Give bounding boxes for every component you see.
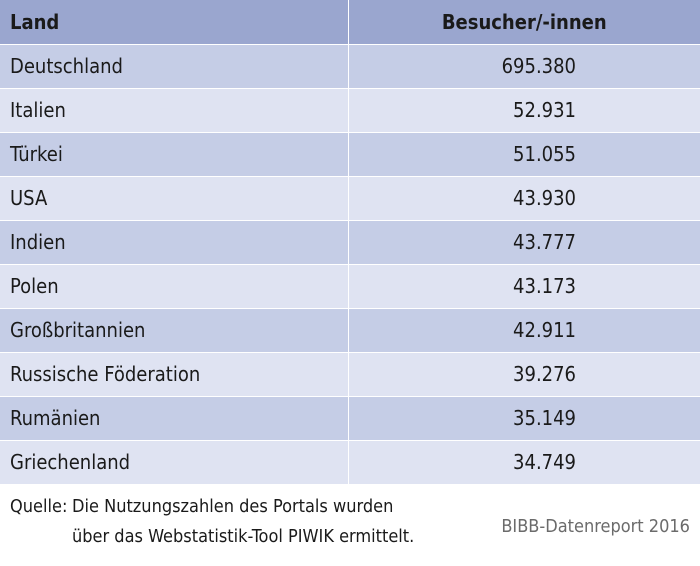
column-header-land: Land: [0, 0, 349, 45]
cell-visitors: 43.930: [348, 176, 700, 221]
cell-visitors: 39.276: [348, 352, 700, 397]
table-row: Polen 43.173: [0, 264, 700, 309]
table-footer: Quelle: Die Nutzungszahlen des Portals w…: [0, 486, 700, 566]
cell-land: Griechenland: [0, 440, 349, 485]
cell-land: USA: [0, 176, 349, 221]
report-credit: BIBB-Datenreport 2016: [501, 516, 690, 537]
cell-land: Türkei: [0, 132, 349, 177]
source-label: Quelle:: [10, 496, 68, 517]
cell-visitors: 695.380: [348, 44, 700, 89]
cell-visitors: 43.777: [348, 220, 700, 265]
cell-visitors: 43.173: [348, 264, 700, 309]
cell-land: Indien: [0, 220, 349, 265]
table-row: Türkei 51.055: [0, 132, 700, 177]
column-header-visitors: Besucher/-innen: [348, 0, 700, 45]
cell-visitors: 34.749: [348, 440, 700, 485]
table-row: Rumänien 35.149: [0, 396, 700, 441]
table-row: USA 43.930: [0, 176, 700, 221]
cell-land: Großbritannien: [0, 308, 349, 353]
cell-land: Deutschland: [0, 44, 349, 89]
table-header-row: Land Besucher/-innen: [0, 0, 700, 45]
source-text-line-1: Die Nutzungszahlen des Portals wurden: [72, 496, 394, 517]
table-row: Italien 52.931: [0, 88, 700, 133]
visitors-table-container: Land Besucher/-innen Deutschland 695.380…: [0, 0, 700, 485]
cell-land: Rumänien: [0, 396, 349, 441]
table-row: Großbritannien 42.911: [0, 308, 700, 353]
source-text-line-2: über das Webstatistik-Tool PIWIK ermitte…: [72, 526, 415, 547]
cell-land: Polen: [0, 264, 349, 309]
cell-visitors: 52.931: [348, 88, 700, 133]
table-row: Russische Föderation 39.276: [0, 352, 700, 397]
visitors-table: Land Besucher/-innen Deutschland 695.380…: [0, 0, 700, 485]
table-row: Griechenland 34.749: [0, 440, 700, 485]
cell-visitors: 51.055: [348, 132, 700, 177]
cell-land: Russische Föderation: [0, 352, 349, 397]
cell-visitors: 35.149: [348, 396, 700, 441]
table-row: Indien 43.777: [0, 220, 700, 265]
cell-visitors: 42.911: [348, 308, 700, 353]
cell-land: Italien: [0, 88, 349, 133]
table-row: Deutschland 695.380: [0, 44, 700, 89]
